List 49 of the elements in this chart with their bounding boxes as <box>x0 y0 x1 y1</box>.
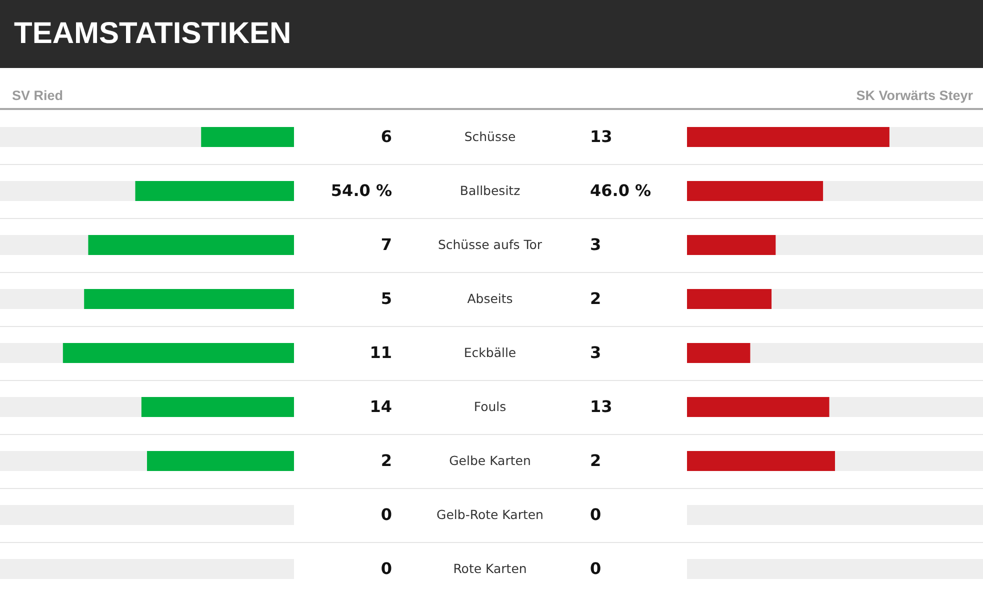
bar <box>687 235 776 255</box>
series-label: SK Vorwärts Steyr <box>856 88 973 104</box>
bar <box>0 127 202 147</box>
category-label: Gelb-Rote Karten <box>436 507 544 522</box>
bar <box>750 343 983 363</box>
category-label: Schüsse aufs Tor <box>438 237 543 252</box>
bar <box>62 343 294 363</box>
text: SV Ried <box>12 88 64 104</box>
bar <box>835 451 983 471</box>
bar <box>687 397 830 417</box>
chart-title: TEAMSTATISTIKEN <box>14 16 292 52</box>
bar <box>687 181 824 201</box>
category-label: Fouls <box>474 399 506 414</box>
data-label: 0 <box>590 505 602 524</box>
bar <box>0 451 147 471</box>
category-label: Gelbe Karten <box>449 453 531 468</box>
bar <box>0 181 136 201</box>
bar <box>201 127 294 147</box>
bar <box>687 127 890 147</box>
bar <box>88 235 294 255</box>
bar <box>0 397 142 417</box>
data-label: 13 <box>590 397 612 416</box>
data-label: 3 <box>590 343 602 362</box>
bar <box>84 289 294 309</box>
bar <box>141 397 294 417</box>
category-label: Eckbälle <box>464 345 516 360</box>
bar <box>0 343 63 363</box>
data-label: 2 <box>590 451 602 470</box>
data-label: 46.0 % <box>590 181 652 200</box>
bar <box>687 343 750 363</box>
bar <box>687 451 835 471</box>
bar <box>687 289 772 309</box>
bar <box>0 235 88 255</box>
category-label: Schüsse <box>464 129 516 144</box>
data-label: 13 <box>590 127 612 146</box>
data-label: 3 <box>590 235 602 254</box>
category-label: Rote Karten <box>453 561 527 576</box>
bar <box>829 397 983 417</box>
bar <box>147 451 294 471</box>
bar <box>0 289 84 309</box>
bar <box>776 235 983 255</box>
bar <box>772 289 983 309</box>
data-label: 0 <box>590 559 602 578</box>
category-label: Ballbesitz <box>460 183 521 198</box>
bar <box>135 181 294 201</box>
data-label: 2 <box>590 289 602 308</box>
bar <box>823 181 983 201</box>
category-label: Abseits <box>467 291 513 306</box>
bar <box>889 127 983 147</box>
